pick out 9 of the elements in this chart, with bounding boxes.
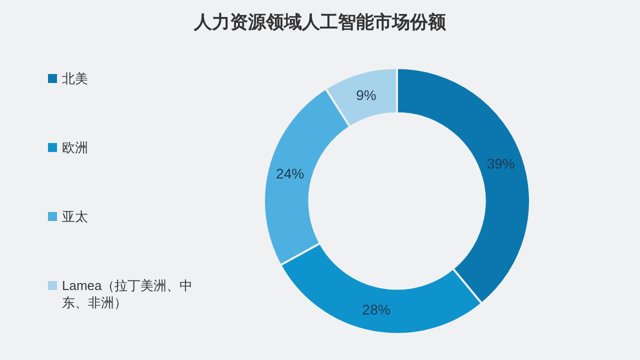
data-label: 24% [276,166,304,182]
legend-label: Lamea（拉丁美洲、中东、非洲） [62,277,194,311]
legend-label: 北美 [62,70,88,87]
data-label: 9% [356,86,376,103]
legend-label: 亚太 [62,208,88,225]
data-label: 28% [362,301,390,318]
chart-title: 人力资源领域人工智能市场份额 [192,11,447,34]
legend-label: 欧洲 [62,139,88,156]
data-label: 39% [486,156,515,172]
